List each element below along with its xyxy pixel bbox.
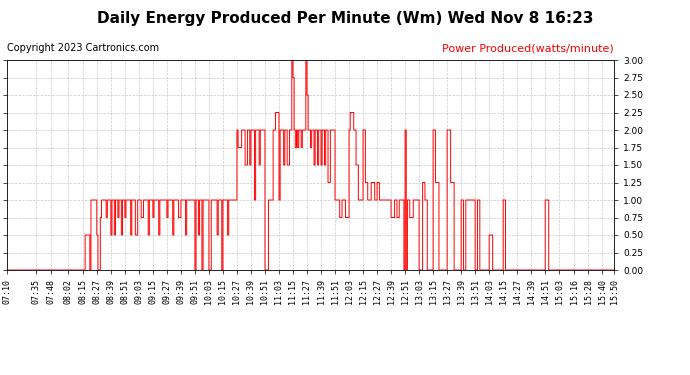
Text: Daily Energy Produced Per Minute (Wm) Wed Nov 8 16:23: Daily Energy Produced Per Minute (Wm) We… — [97, 11, 593, 26]
Text: Power Produced(watts/minute): Power Produced(watts/minute) — [442, 43, 614, 53]
Text: Copyright 2023 Cartronics.com: Copyright 2023 Cartronics.com — [7, 43, 159, 53]
